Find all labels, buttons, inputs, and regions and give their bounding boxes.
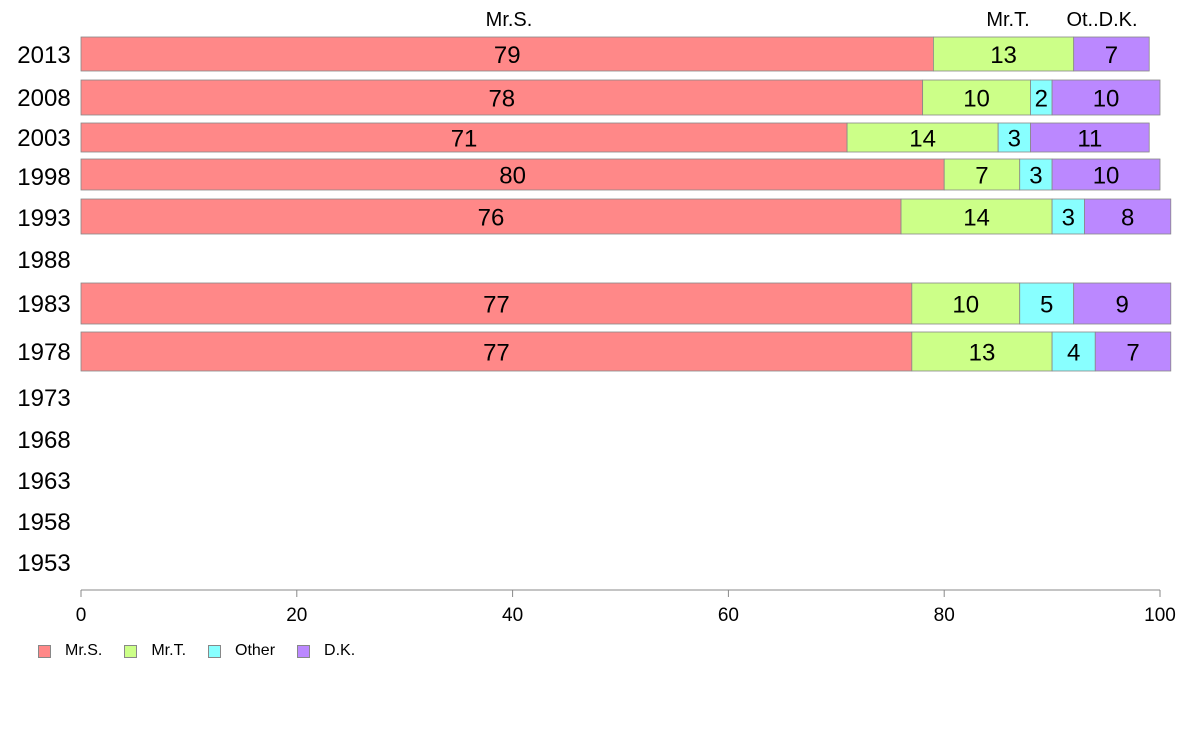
bar-segment (900, 198, 1053, 235)
data-label: 7 (1126, 340, 1139, 367)
bar-segment (1051, 158, 1161, 191)
bar-segment (997, 122, 1031, 153)
top-label: Mr.S. (486, 9, 533, 31)
legend-item: Mr.T. (124, 642, 186, 660)
data-label: 9 (1116, 292, 1129, 319)
bar-segment (943, 158, 1021, 191)
year-label: 1958 (17, 509, 70, 536)
x-tick-label: 20 (286, 605, 307, 626)
data-label: 80 (499, 163, 526, 190)
year-labels: 2013 2008 2003 1998 1993 1988 1983 1978 1973 1968… (17, 42, 70, 577)
legend-label: D.K. (324, 642, 356, 659)
data-label: 2 (1035, 86, 1048, 113)
top-labels: Mr.S. Mr.T. Ot..D.K. (486, 9, 1138, 31)
data-label: 78 (488, 86, 515, 113)
bar-segment (1019, 158, 1053, 191)
bar-segment (1084, 198, 1172, 235)
bar-segment (80, 79, 924, 116)
data-label: 4 (1067, 340, 1080, 367)
data-label: 14 (963, 205, 990, 232)
x-tick-label: 100 (1144, 605, 1176, 626)
bar-segment (80, 158, 945, 191)
data-label: 8 (1121, 205, 1134, 232)
data-label: 77 (483, 292, 510, 319)
legend-label: Mr.S. (65, 642, 103, 659)
legend-swatch (297, 644, 311, 658)
year-label: 2008 (17, 85, 70, 112)
top-label: Mr.T. (986, 9, 1029, 31)
bar-segment (80, 36, 934, 72)
bar-segment (846, 122, 999, 153)
year-label: 1978 (17, 339, 70, 366)
data-label: 10 (1093, 163, 1120, 190)
year-label: 1993 (17, 205, 70, 232)
year-label: 1998 (17, 164, 70, 191)
year-label: 1968 (17, 427, 70, 454)
x-tick-label: 0 (76, 605, 87, 626)
data-label: 13 (969, 340, 996, 367)
x-axis: 0 20 40 60 80 100 (76, 589, 1176, 626)
legend-item: Mr.S. (38, 642, 102, 660)
data-label: 10 (963, 86, 990, 113)
x-tick-label: 80 (934, 605, 955, 626)
bar-segment (911, 282, 1021, 325)
bar-segment (1019, 282, 1075, 325)
year-label: 2013 (17, 42, 70, 69)
data-label: 11 (1077, 126, 1102, 153)
bar-segment (933, 36, 1075, 72)
bar-segment (1051, 331, 1096, 372)
data-label: 3 (1062, 205, 1075, 232)
bar-segment (80, 122, 848, 153)
data-label: 13 (990, 42, 1017, 69)
bar-segment (80, 198, 902, 235)
bar-segment (80, 331, 913, 372)
data-label: 7 (1105, 42, 1118, 69)
legend-swatch (38, 644, 51, 658)
data-label: 3 (1029, 163, 1042, 190)
year-label: 1988 (17, 247, 70, 274)
bar-segment (1030, 122, 1150, 153)
x-tick-label: 40 (502, 605, 523, 626)
year-label: 2003 (17, 125, 70, 152)
bar-segment (1073, 36, 1150, 72)
year-label: 1983 (17, 291, 70, 318)
data-label: 77 (483, 340, 510, 367)
year-label: 1953 (17, 550, 70, 577)
data-label: 71 (451, 126, 478, 153)
year-label: 1973 (17, 385, 70, 412)
data-label: 10 (952, 292, 979, 319)
data-label: 79 (494, 42, 521, 69)
bar-segment (1051, 79, 1161, 116)
bar-segment (922, 79, 1031, 116)
bar-segment (1073, 282, 1172, 325)
year-label: 1963 (17, 468, 70, 495)
legend-swatch (208, 644, 222, 658)
top-label: Ot..D.K. (1066, 9, 1137, 31)
data-label: 10 (1093, 86, 1120, 113)
bar-segment (1094, 331, 1172, 372)
legend-item: Other (208, 642, 275, 660)
legend: Mr.S. Mr.T. Other D.K. (38, 642, 377, 660)
data-label: 5 (1040, 292, 1053, 319)
legend-swatch (124, 644, 138, 658)
data-label: 76 (478, 205, 505, 232)
data-label: 3 (1008, 126, 1021, 153)
data-label: 14 (909, 126, 936, 153)
legend-label: Other (235, 642, 276, 659)
bar-segment (80, 282, 913, 325)
legend-item: D.K. (297, 642, 355, 660)
x-tick-label: 60 (718, 605, 739, 626)
bar-segment (1051, 198, 1085, 235)
legend-label: Mr.T. (151, 642, 187, 659)
bar-segment (911, 331, 1053, 372)
data-label: 7 (975, 163, 988, 190)
